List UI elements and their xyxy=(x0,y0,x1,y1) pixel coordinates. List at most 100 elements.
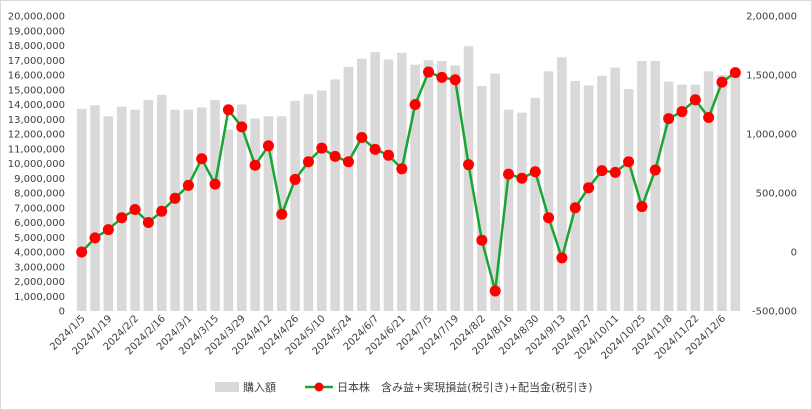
bar-2024/3/8 xyxy=(196,107,207,311)
bar-2024/8/23 xyxy=(517,112,527,311)
bar-2024/8/9 xyxy=(490,73,501,312)
bar-2024/9/27 xyxy=(583,85,594,311)
point-2024/8/30 xyxy=(529,166,541,178)
bar-2024/7/26 xyxy=(463,46,474,312)
point-2024/11/29 xyxy=(703,111,715,123)
right-tick-label: 0 xyxy=(791,248,797,259)
bar-2024/3/1 xyxy=(183,109,194,311)
bar-2024/4/12 xyxy=(263,116,274,311)
bar-2024/11/8 xyxy=(663,81,674,311)
legend-bar-label: 購入額 xyxy=(243,380,276,394)
left-tick-label: 19,000,000 xyxy=(8,26,65,37)
point-2024/2/2 xyxy=(129,204,141,216)
point-2024/2/16 xyxy=(156,205,168,217)
bar-2024/7/12 xyxy=(437,60,447,311)
point-2024/11/8 xyxy=(663,113,675,125)
point-2024/11/15 xyxy=(676,106,688,118)
point-2024/1/26 xyxy=(116,212,128,224)
bar-2024/3/22 xyxy=(223,129,234,311)
bar-2024/2/9 xyxy=(143,100,154,311)
point-2024/3/8 xyxy=(196,153,208,165)
bar-2024/8/2 xyxy=(477,86,487,311)
point-2024/4/19 xyxy=(276,208,288,220)
point-2024/1/19 xyxy=(102,224,114,236)
bar-2024/8/30 xyxy=(530,97,541,311)
point-2024/6/14 xyxy=(382,149,394,161)
left-axis-tick-labels: 0 1,000,000 2,000,000 3,000,000 4,000,000 5,0… xyxy=(8,12,65,318)
point-2024/5/17 xyxy=(329,150,341,162)
point-2024/6/7 xyxy=(369,143,381,155)
left-tick-label: 3,000,000 xyxy=(14,262,65,273)
point-2024/5/31 xyxy=(356,132,368,144)
point-2024/7/26 xyxy=(463,159,475,171)
left-tick-label: 2,000,000 xyxy=(14,277,65,288)
bar-2024/8/16 xyxy=(503,109,514,311)
bar-2024/2/23 xyxy=(170,109,180,311)
point-2024/6/28 xyxy=(409,99,421,110)
left-tick-label: 13,000,000 xyxy=(8,115,65,126)
point-2024/4/26 xyxy=(289,173,301,185)
left-tick-label: 0 xyxy=(59,307,65,318)
point-2024/9/20 xyxy=(569,202,581,214)
point-2024/8/23 xyxy=(516,172,528,184)
legend-bar-swatch xyxy=(215,382,239,392)
bar-2024/7/5 xyxy=(423,60,434,311)
point-2024/9/13 xyxy=(556,252,568,264)
point-2024/10/11 xyxy=(609,166,621,178)
left-tick-label: 7,000,000 xyxy=(14,203,65,214)
point-2024/8/9 xyxy=(489,285,501,297)
left-tick-label: 17,000,000 xyxy=(8,56,65,67)
bar-2024/11/15 xyxy=(677,84,687,311)
legend-marker-swatch xyxy=(314,382,324,392)
bar-2024/10/4 xyxy=(597,75,607,312)
bar-2024/7/19 xyxy=(450,65,460,311)
bar-2024/6/7 xyxy=(370,52,380,311)
bar-2024/1/26 xyxy=(116,106,127,312)
left-tick-label: 20,000,000 xyxy=(8,12,65,23)
point-2024/4/12 xyxy=(262,140,274,152)
right-axis-tick-labels: -500,000 0 500,000 1,000,000 1,500,000 2,000,… xyxy=(746,12,797,318)
bar-2024/1/5 xyxy=(76,108,87,311)
point-2024/8/16 xyxy=(503,168,515,180)
point-2024/5/3 xyxy=(302,156,314,168)
point-2024/9/27 xyxy=(583,182,595,194)
point-2024/11/1 xyxy=(649,164,661,176)
left-tick-label: 16,000,000 xyxy=(8,71,65,82)
point-2024/9/6 xyxy=(543,212,555,224)
bar-2024/9/20 xyxy=(570,80,581,312)
point-2024/1/12 xyxy=(89,232,101,244)
bar-2024/6/28 xyxy=(410,64,420,312)
point-2024/5/24 xyxy=(342,156,354,168)
bar-2024/9/6 xyxy=(543,71,554,311)
point-2024/3/22 xyxy=(222,104,234,116)
left-tick-label: 18,000,000 xyxy=(8,41,65,52)
left-tick-label: 5,000,000 xyxy=(14,233,65,244)
bar-2024/5/10 xyxy=(316,90,327,312)
left-tick-label: 8,000,000 xyxy=(14,189,65,200)
bar-2024/3/29 xyxy=(236,104,247,311)
bar-2024/1/19 xyxy=(103,116,114,311)
right-tick-label: 1,000,000 xyxy=(746,130,797,141)
point-2024/12/6 xyxy=(716,76,728,88)
legend: 購入額 日本株 含み益+実現損益(税引き)+配当金(税引き) xyxy=(215,380,593,394)
bar-2024/11/22 xyxy=(690,84,701,311)
bar-2024/9/13 xyxy=(557,57,567,311)
left-tick-label: 6,000,000 xyxy=(14,218,65,229)
left-tick-label: 14,000,000 xyxy=(8,100,65,111)
bar-2024/5/17 xyxy=(330,79,340,311)
left-tick-label: 9,000,000 xyxy=(14,174,65,185)
point-2024/7/19 xyxy=(449,74,461,86)
point-2024/3/1 xyxy=(182,179,194,191)
point-2024/10/25 xyxy=(636,201,648,213)
point-2024/7/5 xyxy=(423,66,435,78)
right-tick-label: 500,000 xyxy=(756,189,797,200)
bar-2024/12/13 xyxy=(730,71,741,311)
left-tick-label: 1,000,000 xyxy=(14,292,65,303)
bar-2024/5/31 xyxy=(357,58,367,311)
point-2024/6/21 xyxy=(396,163,408,175)
point-2024/5/10 xyxy=(316,142,328,154)
bar-2024/3/15 xyxy=(210,100,220,311)
point-2024/10/4 xyxy=(596,165,608,177)
bar-2024/2/16 xyxy=(156,94,167,311)
